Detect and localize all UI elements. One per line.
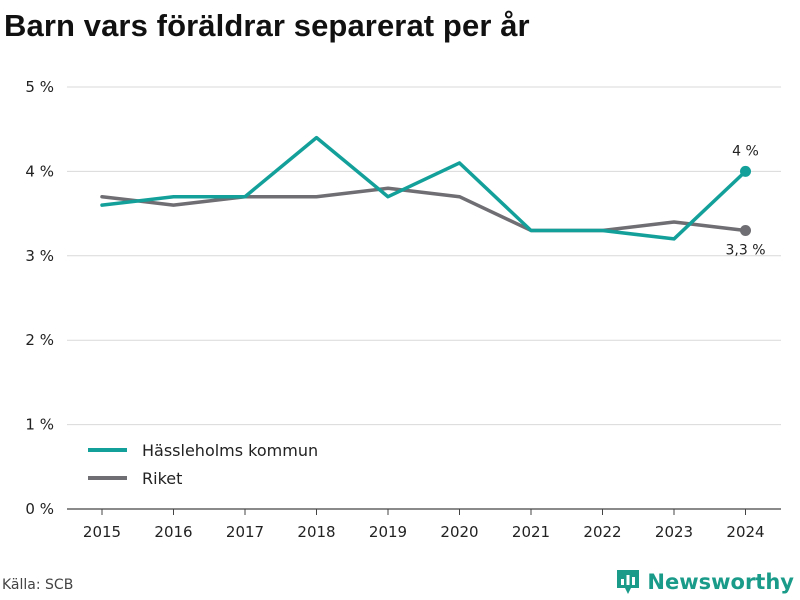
x-tick-label: 2021: [512, 523, 550, 541]
series-line-riket: [100, 186, 748, 233]
y-tick-label: 1 %: [25, 416, 54, 434]
bar-chart-logo-icon: [617, 570, 640, 594]
end-point-hassleholm: [740, 165, 751, 177]
end-label-riket: 3,3 %: [725, 242, 765, 258]
end-point-riket: [740, 224, 751, 236]
gridlines: [67, 86, 781, 426]
legend-label-hassleholm: Hässleholms kommun: [142, 441, 318, 460]
end-label-hassleholm: 4 %: [732, 143, 759, 159]
x-tick-label: 2024: [726, 523, 764, 541]
x-tick-label: 2016: [154, 523, 192, 541]
brand-logo[interactable]: Newsworthy: [615, 568, 794, 596]
x-tick-label: 2018: [297, 523, 335, 541]
chart-title: Barn vars föräldrar separerat per år: [4, 8, 530, 43]
y-axis-ticks: 0 % 1 % 2 % 3 % 4 % 5 %: [25, 78, 54, 518]
legend-label-riket: Riket: [142, 469, 182, 488]
y-tick-label: 4 %: [25, 162, 54, 180]
series-line-hassleholm: [100, 135, 748, 241]
series-lines: [100, 135, 748, 241]
y-tick-label: 0 %: [25, 500, 54, 518]
x-tick-label: 2015: [83, 523, 121, 541]
x-axis: 2015 2016 2017 2018 2019 2020 2021 2022 2023 2024: [67, 508, 781, 541]
y-tick-label: 5 %: [25, 78, 54, 96]
x-tick-label: 2022: [583, 523, 621, 541]
x-tick-label: 2019: [369, 523, 407, 541]
x-tick-label: 2017: [226, 523, 264, 541]
x-tick-label: 2020: [440, 523, 478, 541]
legend: Hässleholms kommun Riket: [88, 441, 318, 488]
y-tick-label: 3 %: [25, 247, 54, 265]
x-tick-label: 2023: [655, 523, 693, 541]
series-end-markers: 4 % 3,3 %: [725, 143, 765, 258]
source-note: Källa: SCB: [2, 577, 74, 593]
y-tick-label: 2 %: [25, 331, 54, 349]
brand-name: Newsworthy: [647, 570, 794, 594]
